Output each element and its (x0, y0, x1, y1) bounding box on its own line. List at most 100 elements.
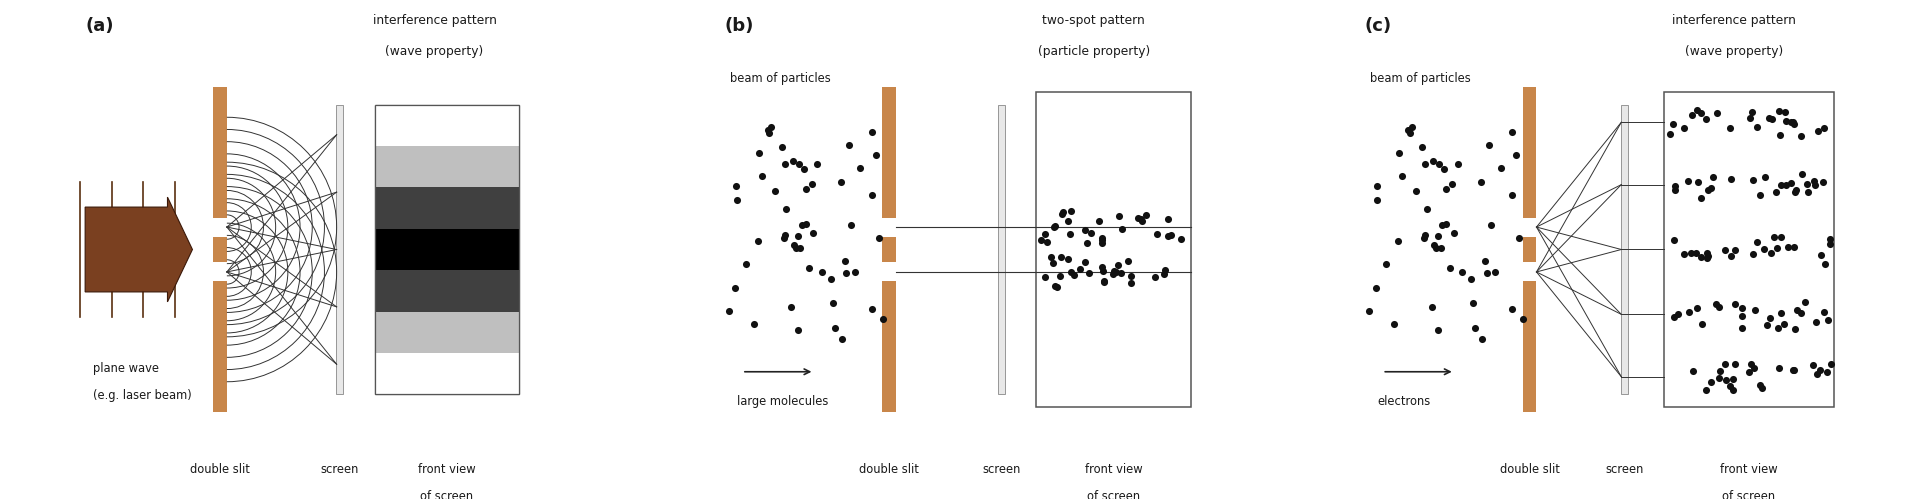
Point (1659, 186, 1690, 194)
Point (1436, 180, 1467, 188)
Point (770, 161, 801, 169)
Point (1811, 259, 1841, 267)
Point (1089, 277, 1119, 285)
Point (1780, 325, 1811, 333)
Point (739, 320, 770, 328)
Point (1123, 214, 1154, 222)
Point (789, 165, 820, 173)
Point (1686, 109, 1716, 117)
Point (1467, 178, 1498, 186)
Point (1766, 181, 1797, 189)
Point (1776, 179, 1807, 187)
Point (1782, 186, 1812, 194)
Point (1089, 277, 1119, 285)
Point (1745, 381, 1776, 389)
Point (1131, 211, 1162, 219)
Point (1738, 250, 1768, 258)
Point (1154, 215, 1185, 223)
Point (1394, 126, 1425, 134)
Point (1676, 111, 1707, 119)
Point (1809, 308, 1839, 316)
Point (833, 141, 864, 149)
Point (1701, 109, 1732, 117)
Point (1770, 181, 1801, 189)
Point (1044, 272, 1075, 280)
Point (1116, 271, 1146, 279)
Point (1089, 266, 1119, 274)
Point (1678, 367, 1709, 375)
Point (1749, 245, 1780, 253)
Point (1467, 335, 1498, 343)
Point (785, 244, 816, 252)
Point (1747, 384, 1778, 392)
Point (1657, 120, 1688, 128)
Text: front view: front view (419, 463, 476, 476)
Point (1480, 267, 1511, 275)
Point (1425, 160, 1455, 168)
Point (783, 232, 814, 240)
Point (791, 220, 822, 228)
Point (1753, 114, 1784, 122)
Point (1668, 250, 1699, 258)
Point (1407, 143, 1438, 151)
Point (1814, 240, 1845, 248)
Point (1486, 165, 1517, 173)
Point (743, 149, 774, 157)
Point (826, 178, 856, 186)
Point (1695, 378, 1726, 386)
Point (1659, 313, 1690, 321)
Text: of screen: of screen (1087, 490, 1140, 499)
Point (1423, 232, 1453, 240)
Point (1434, 264, 1465, 272)
Point (839, 267, 870, 275)
Point (1417, 303, 1448, 311)
Point (1797, 361, 1828, 369)
Point (1786, 132, 1816, 140)
Point (1720, 360, 1751, 368)
Point (860, 151, 891, 159)
Point (1692, 386, 1722, 394)
Point (1793, 188, 1824, 196)
Point (1686, 253, 1716, 261)
Point (1507, 315, 1538, 323)
Bar (374, 270, 518, 311)
Point (1098, 270, 1129, 278)
Bar (374, 105, 518, 146)
Point (760, 187, 791, 195)
Point (1741, 238, 1772, 246)
Point (1686, 320, 1716, 328)
Point (1799, 181, 1830, 189)
Point (1736, 360, 1766, 368)
Text: (b): (b) (724, 17, 755, 35)
Point (1693, 252, 1724, 260)
Point (1812, 368, 1843, 376)
Point (1676, 249, 1707, 257)
Point (1692, 250, 1722, 257)
Point (1780, 120, 1811, 128)
Point (820, 324, 851, 332)
Point (1379, 320, 1409, 328)
Point (1029, 273, 1060, 281)
Point (1442, 160, 1473, 168)
Text: front view: front view (1085, 463, 1142, 476)
Point (1069, 258, 1100, 266)
Point (1046, 253, 1077, 261)
Point (1386, 173, 1417, 181)
Bar (374, 146, 518, 188)
Point (1409, 234, 1440, 242)
Point (1711, 246, 1741, 253)
Point (1035, 253, 1066, 261)
Text: electrons: electrons (1377, 395, 1430, 408)
Point (1655, 130, 1686, 138)
Point (1087, 236, 1117, 244)
Point (1087, 234, 1117, 242)
Bar (998, 105, 1004, 394)
Point (1498, 128, 1528, 136)
Point (1075, 229, 1106, 237)
Point (1814, 236, 1845, 244)
FancyArrow shape (84, 197, 192, 302)
Point (1711, 376, 1741, 384)
Point (1805, 366, 1836, 374)
Text: interference pattern: interference pattern (1672, 14, 1795, 27)
Text: (particle property): (particle property) (1037, 45, 1150, 58)
